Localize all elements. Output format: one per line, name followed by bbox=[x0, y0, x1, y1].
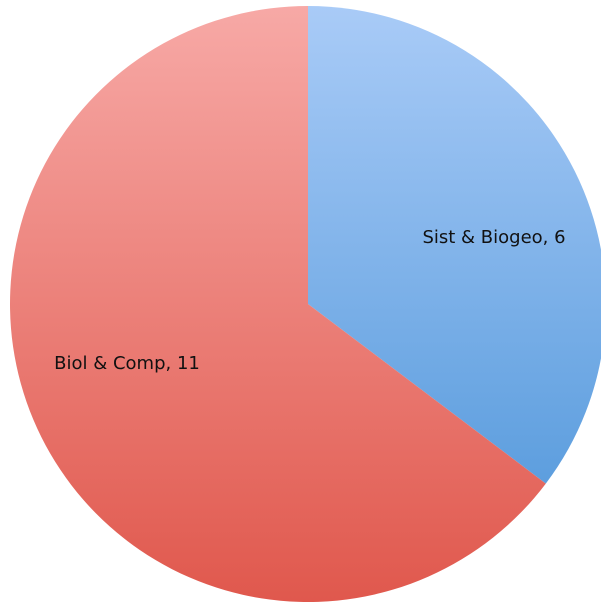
pie-slice-biol-comp bbox=[9, 6, 546, 602]
slice-layer bbox=[9, 6, 601, 602]
pie-slice-sist-biogeo bbox=[308, 6, 601, 484]
label-layer: Sist & Biogeo, 6 Biol & Comp, 11 bbox=[54, 227, 565, 374]
data-label-sist-biogeo: Sist & Biogeo, 6 bbox=[422, 227, 565, 248]
data-label-biol-comp: Biol & Comp, 11 bbox=[54, 353, 200, 374]
